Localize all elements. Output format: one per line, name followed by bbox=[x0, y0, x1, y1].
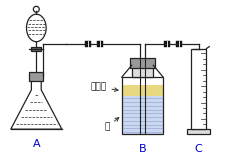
Bar bbox=[191, 49, 206, 129]
Text: 水: 水 bbox=[104, 118, 119, 132]
Text: B: B bbox=[139, 144, 146, 154]
Polygon shape bbox=[11, 80, 62, 129]
Bar bbox=[132, 65, 153, 77]
Text: C: C bbox=[195, 144, 202, 154]
Bar bbox=[122, 96, 163, 134]
Bar bbox=[122, 77, 163, 134]
Text: 植物油: 植物油 bbox=[90, 82, 118, 91]
Bar bbox=[164, 41, 170, 47]
Circle shape bbox=[33, 6, 39, 12]
Text: A: A bbox=[32, 139, 40, 149]
Bar bbox=[97, 41, 103, 47]
Bar bbox=[130, 58, 155, 68]
Bar bbox=[187, 129, 210, 134]
Bar bbox=[86, 41, 91, 47]
Ellipse shape bbox=[27, 14, 46, 42]
Bar bbox=[122, 85, 163, 96]
Bar bbox=[29, 72, 43, 81]
Bar bbox=[32, 47, 41, 50]
Bar bbox=[176, 41, 182, 47]
